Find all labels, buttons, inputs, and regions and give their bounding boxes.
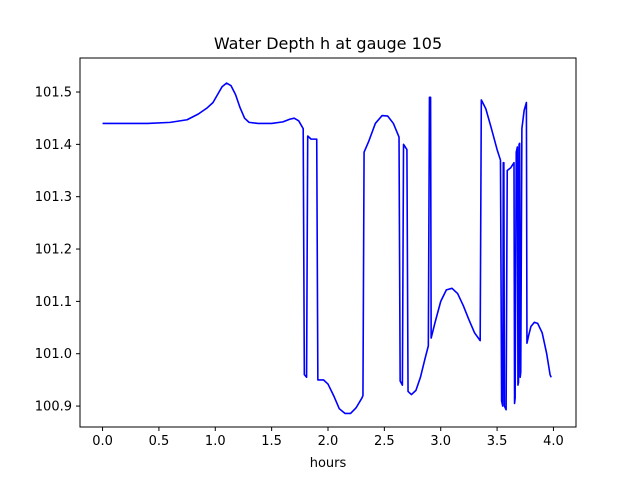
- y-tick-label: 101.5: [35, 86, 72, 101]
- title-group: Water Depth h at gauge 105: [214, 34, 442, 53]
- y-axis: 100.9 101.0 101.1 101.2 101.3 101.4 101.5: [35, 86, 80, 415]
- x-tick-label: 1.0: [205, 434, 226, 449]
- y-tick-label: 101.2: [35, 243, 72, 258]
- x-tick-label: 2.5: [374, 434, 395, 449]
- y-tick-label: 101.4: [35, 138, 72, 153]
- x-tick-label: 0.5: [149, 434, 170, 449]
- y-tick-label: 100.9: [35, 400, 72, 415]
- x-axis-label: hours: [310, 456, 347, 471]
- chart-title: Water Depth h at gauge 105: [214, 34, 442, 53]
- x-tick-label: 1.5: [261, 434, 282, 449]
- x-tick-label: 2.0: [318, 434, 339, 449]
- x-tick-label: 4.0: [543, 434, 564, 449]
- plot-area: [79, 57, 577, 428]
- y-tick-label: 101.3: [35, 190, 72, 205]
- x-tick-label: 3.0: [430, 434, 451, 449]
- x-tick-label: 0.0: [92, 434, 113, 449]
- x-axis: 0.0 0.5 1.0 1.5 2.0 2.5 3.0 3.5 4.0: [92, 427, 564, 449]
- y-tick-label: 101.0: [35, 347, 72, 362]
- y-tick-label: 101.1: [35, 295, 72, 310]
- series-line-0: [102, 82, 552, 415]
- x-tick-label: 3.5: [487, 434, 508, 449]
